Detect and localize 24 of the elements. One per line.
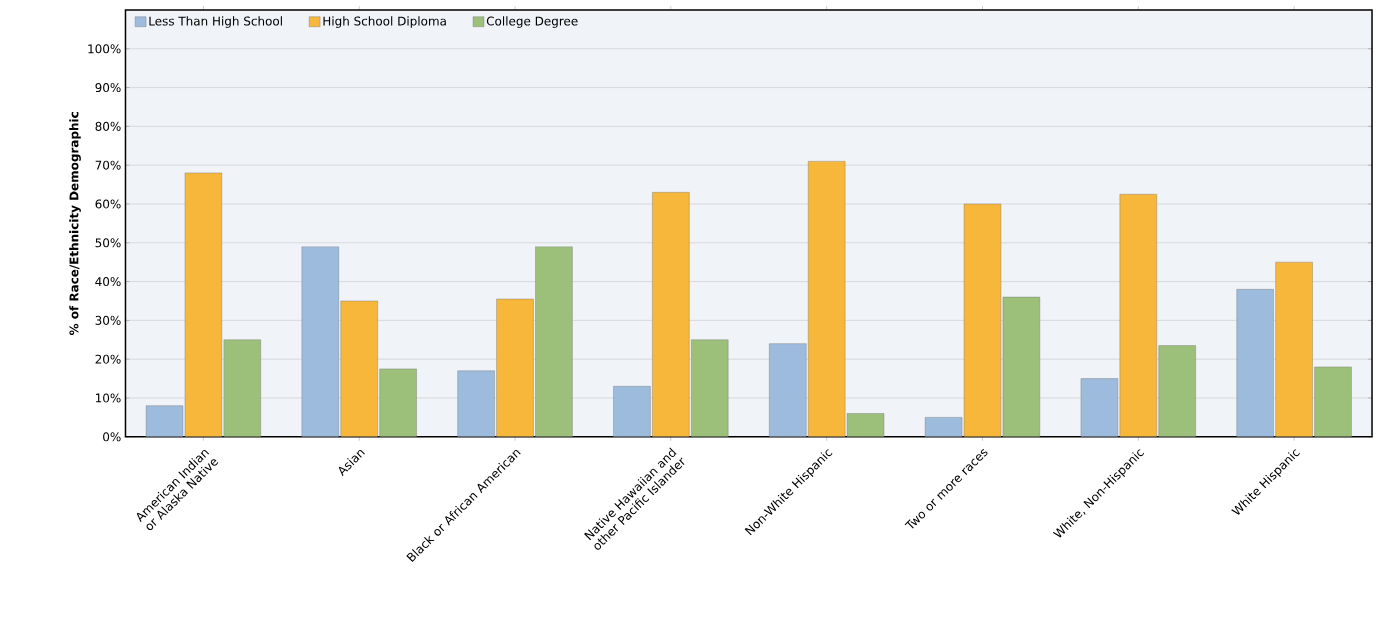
y-tick-label: 70%	[95, 160, 121, 170]
y-tick-label: 20%	[95, 354, 121, 364]
bar	[184, 172, 223, 437]
bar	[223, 339, 261, 437]
bar	[963, 203, 1002, 437]
y-tick-label: 50%	[95, 238, 121, 248]
y-tick-label: 10%	[96, 393, 121, 403]
bar	[1119, 193, 1157, 437]
legend-label: High School Diploma	[323, 16, 446, 28]
y-tick-label: 0%	[103, 432, 121, 442]
y-tick-label: 60%	[95, 199, 121, 209]
y-tick-label: 90%	[95, 82, 121, 92]
y-axis-title: % of Race/Ethnicity Demographic	[69, 112, 81, 335]
y-tick-label: 40%	[95, 276, 121, 286]
y-tick-label: 80%	[95, 121, 121, 131]
bar	[340, 300, 378, 437]
y-tick-label: 100%	[88, 44, 121, 54]
bar	[496, 298, 534, 437]
bar	[652, 192, 690, 437]
legend-label: Less Than High School	[149, 16, 282, 28]
bar	[808, 160, 846, 437]
y-tick-label: 30%	[95, 315, 121, 325]
bar	[1275, 261, 1313, 437]
legend-label: College Degree	[486, 16, 578, 28]
